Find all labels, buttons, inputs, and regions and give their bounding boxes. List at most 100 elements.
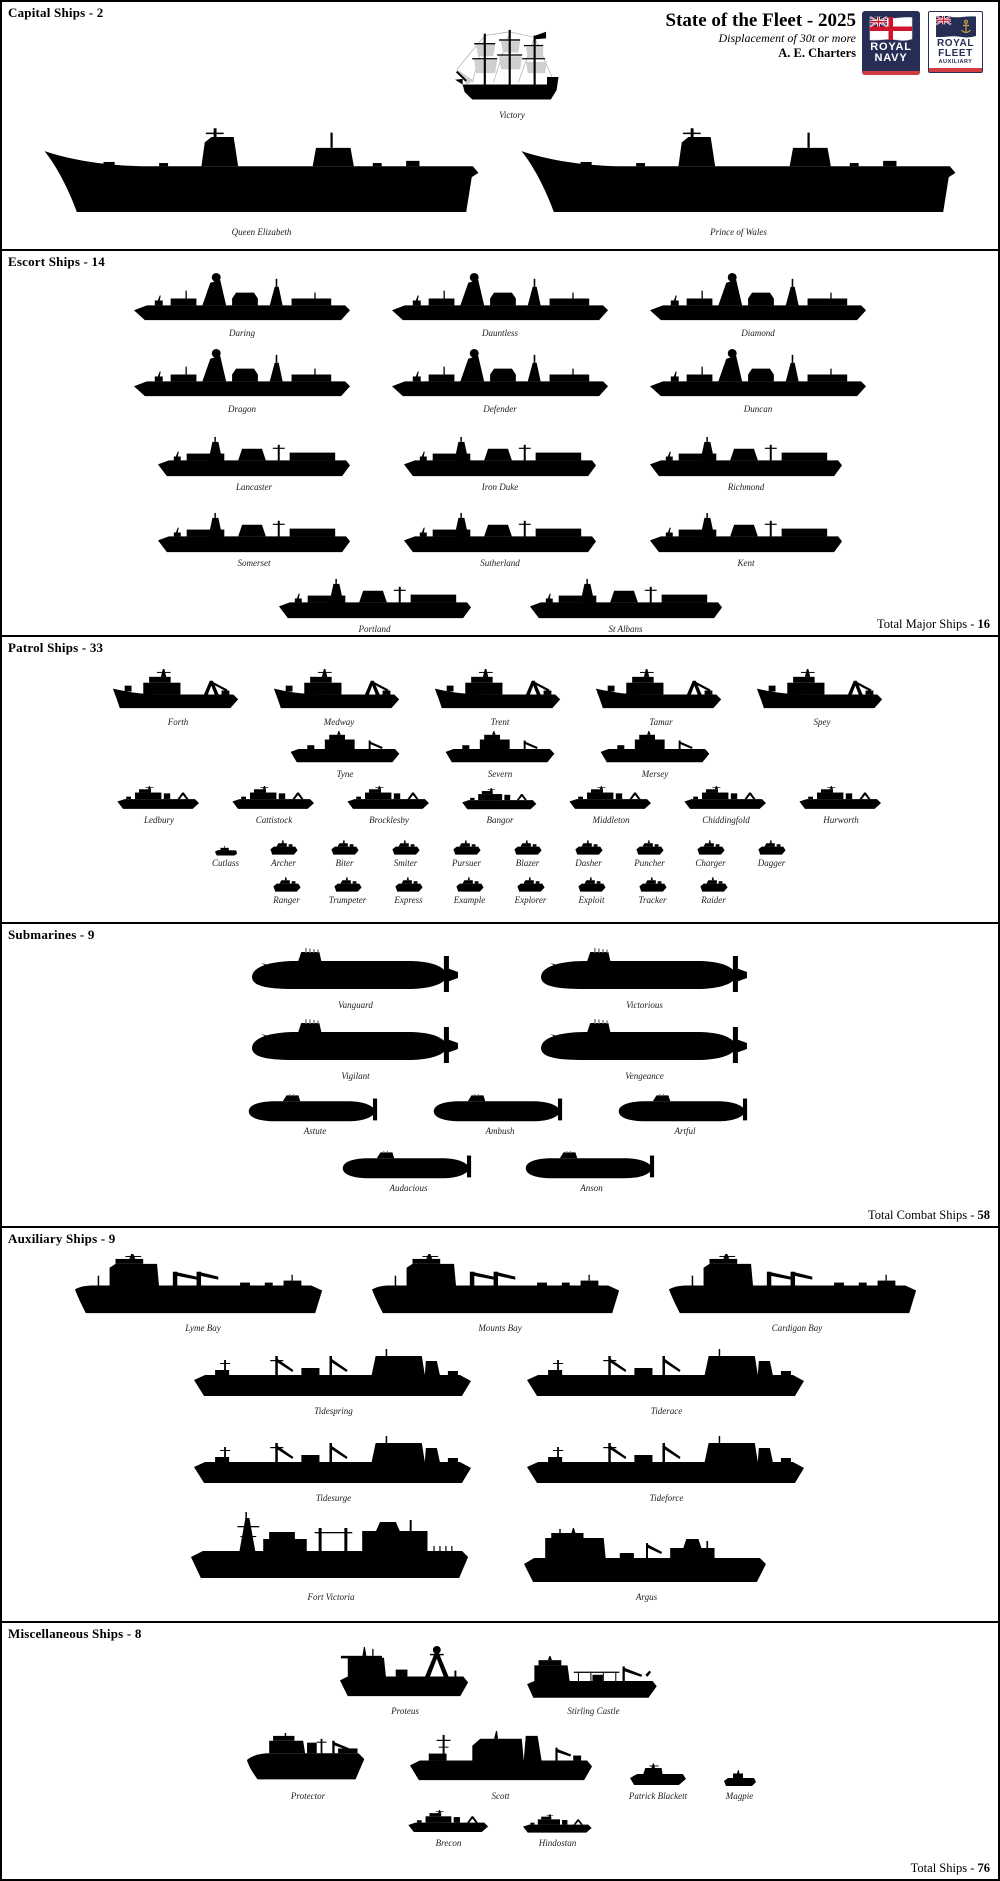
ship-name: Hindostan bbox=[538, 1838, 577, 1848]
ship-name: Vanguard bbox=[338, 1000, 373, 1010]
ship-fort-victoria: Fort Victoria bbox=[188, 1512, 475, 1602]
ship-vigilant: Vigilant bbox=[248, 1019, 464, 1081]
ship-forth: Forth bbox=[110, 669, 247, 727]
ship-name: St Albans bbox=[608, 624, 643, 634]
ship-name: Iron Duke bbox=[481, 482, 519, 492]
ship-name: Dauntless bbox=[482, 328, 518, 338]
ship-trent: Trent bbox=[432, 669, 569, 727]
ship-row: Tidesurge Tideforce bbox=[2, 1435, 998, 1503]
ship-tiderace: Tiderace bbox=[524, 1348, 810, 1416]
boat-silhouette-icon bbox=[638, 877, 668, 893]
ship-trumpeter: Trumpeter bbox=[329, 877, 366, 905]
boat-silhouette-icon bbox=[757, 840, 787, 856]
ship-name: Lancaster bbox=[236, 482, 272, 492]
ship-name: Tiderace bbox=[650, 1406, 683, 1416]
ship-name: Express bbox=[394, 895, 423, 905]
destroyer-silhouette-icon bbox=[131, 271, 353, 326]
rfa-logo-line2: FLEET bbox=[938, 48, 973, 59]
ship-row: Tidespring Tiderace bbox=[2, 1348, 998, 1416]
ship-bangor: Bangor bbox=[460, 788, 540, 825]
ship-artful: Artful bbox=[616, 1094, 754, 1136]
ship-dagger: Dagger bbox=[757, 840, 787, 868]
minehunter-silhouette-icon bbox=[797, 786, 885, 813]
ship-brecon: Brecon bbox=[406, 1810, 492, 1848]
boat-silhouette-icon bbox=[272, 877, 302, 893]
ship-tyne: Tyne bbox=[288, 731, 402, 779]
section-title: Patrol Ships - 33 bbox=[8, 640, 104, 655]
bay-silhouette-icon bbox=[72, 1254, 334, 1321]
ship-name: Richmond bbox=[727, 482, 765, 492]
ship-explorer: Explorer bbox=[515, 877, 546, 905]
ship-brocklesby: Brocklesby bbox=[345, 786, 433, 825]
ship-name: Proteus bbox=[391, 1706, 419, 1716]
ship-row: Dragon Defender Duncan bbox=[2, 347, 998, 414]
header: State of the Fleet - 2025 Displacement o… bbox=[666, 10, 856, 60]
tide-silhouette-icon bbox=[191, 1348, 477, 1404]
argus-silhouette-icon bbox=[521, 1528, 773, 1590]
research-silhouette-icon bbox=[337, 1645, 474, 1704]
ship-medway: Medway bbox=[271, 669, 408, 727]
ship-vengeance: Vengeance bbox=[537, 1019, 753, 1081]
ship-victorious: Victorious bbox=[537, 948, 753, 1010]
ship-kent: Kent bbox=[647, 511, 845, 568]
ship-argus: Argus bbox=[521, 1528, 773, 1602]
rfa-logo-line1: ROYAL bbox=[936, 38, 975, 49]
tide-silhouette-icon bbox=[524, 1435, 810, 1491]
ship-name: Tideforce bbox=[649, 1493, 684, 1503]
ship-name: Ledbury bbox=[144, 815, 174, 825]
section-capital: Capital Ships - 2 Victory Queen Elizabeth P… bbox=[2, 2, 998, 251]
tide-silhouette-icon bbox=[191, 1435, 477, 1491]
ship-name: Patrick Blackett bbox=[628, 1791, 688, 1801]
ship-name: Severn bbox=[487, 769, 513, 779]
ship-row: Brecon Hindostan bbox=[2, 1810, 998, 1848]
ship-name: Artful bbox=[674, 1126, 696, 1136]
ship-name: Medway bbox=[323, 717, 355, 727]
ship-patrick-blackett: Patrick Blackett bbox=[628, 1763, 689, 1801]
ship-vanguard: Vanguard bbox=[248, 948, 464, 1010]
ship-name: Brecon bbox=[435, 1838, 462, 1848]
ship-diamond: Diamond bbox=[647, 271, 869, 338]
castle-silhouette-icon bbox=[524, 1656, 664, 1704]
section-total: Total Combat Ships - 58 bbox=[867, 1208, 990, 1222]
ship-name: Archer bbox=[271, 858, 296, 868]
ship-name: Defender bbox=[483, 404, 517, 414]
minehunter-silhouette-icon bbox=[345, 786, 433, 813]
ship-name: Smiter bbox=[393, 858, 418, 868]
section-total: Total Major Ships - 16 bbox=[876, 617, 990, 631]
ship-name: Duncan bbox=[743, 404, 773, 414]
ship-name: Bangor bbox=[486, 815, 514, 825]
minehunter-silhouette-icon bbox=[406, 1810, 492, 1836]
ship-charger: Charger bbox=[695, 840, 726, 868]
ship-pursuer: Pursuer bbox=[452, 840, 482, 868]
ship-name: Tamar bbox=[649, 717, 673, 727]
destroyer-silhouette-icon bbox=[131, 347, 353, 402]
minehunter-silhouette-icon bbox=[460, 788, 540, 813]
red-bar bbox=[929, 68, 982, 72]
ship-severn: Severn bbox=[443, 731, 557, 779]
ship-name: Charger bbox=[695, 858, 726, 868]
ship-name: Pursuer bbox=[452, 858, 481, 868]
ship-name: Tracker bbox=[638, 895, 667, 905]
ship-sutherland: Sutherland bbox=[401, 511, 599, 568]
ship-name: Brocklesby bbox=[369, 815, 409, 825]
ship-row: Lancaster Iron Duke Richmond bbox=[2, 435, 998, 492]
royal-navy-logo: ROYAL NAVY bbox=[862, 11, 920, 75]
ship-audacious: Audacious bbox=[340, 1151, 478, 1193]
survey-silhouette-icon bbox=[407, 1727, 595, 1789]
destroyer-silhouette-icon bbox=[647, 347, 869, 402]
frigate-silhouette-icon bbox=[401, 511, 599, 556]
destroyer-silhouette-icon bbox=[647, 271, 869, 326]
ship-name: Ambush bbox=[485, 1126, 515, 1136]
ship-cardigan-bay: Cardigan Bay bbox=[666, 1254, 928, 1333]
frigate-silhouette-icon bbox=[155, 435, 353, 480]
ship-name: Argus bbox=[635, 1592, 658, 1602]
ship-richmond: Richmond bbox=[647, 435, 845, 492]
section-escort: Escort Ships - 14 Daring Dauntless Diamond D… bbox=[2, 251, 998, 637]
ship-row: Lyme Bay Mounts Bay Cardigan Bay bbox=[2, 1254, 998, 1333]
ship-daring: Daring bbox=[131, 271, 353, 338]
ship-st-albans: St Albans bbox=[527, 577, 725, 634]
carrier-silhouette-icon bbox=[516, 125, 961, 225]
boat-silhouette-icon bbox=[574, 840, 604, 856]
ship-scott: Scott bbox=[407, 1727, 595, 1801]
